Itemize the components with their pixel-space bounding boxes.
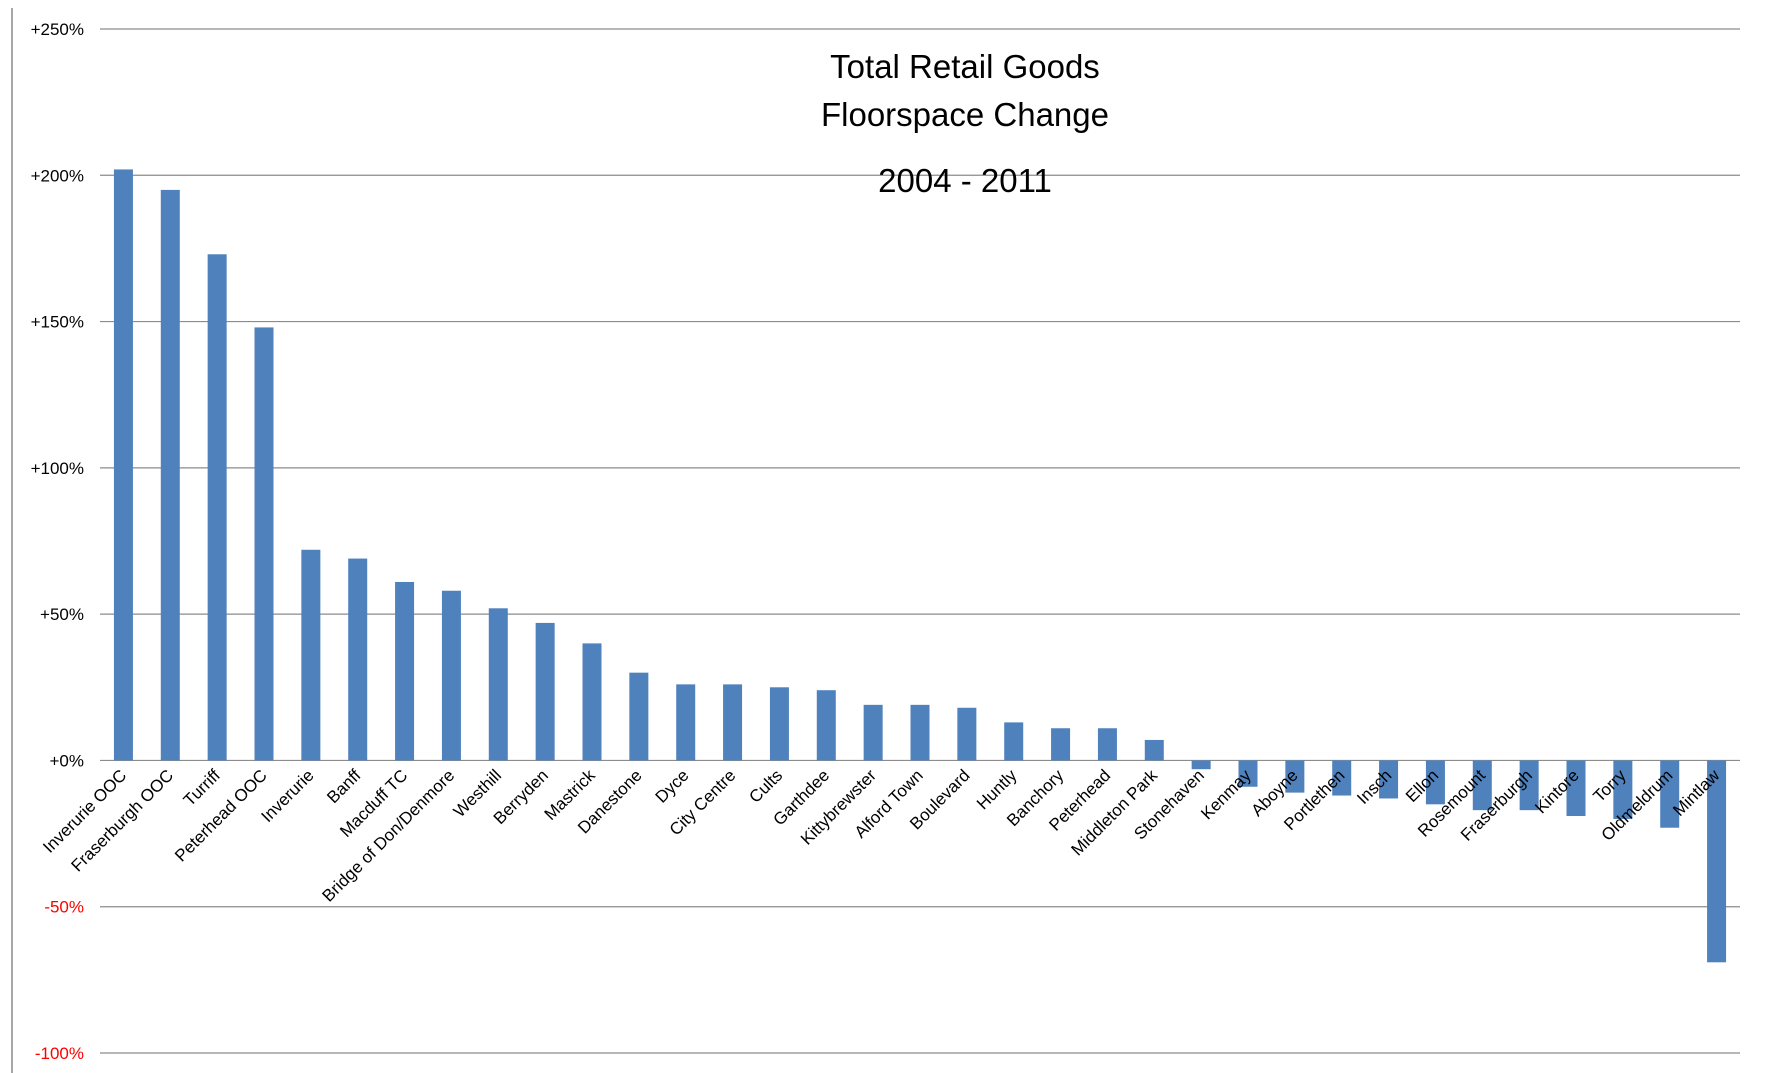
x-tick-label: Cults — [745, 766, 786, 807]
bar — [629, 672, 649, 761]
bar — [1144, 739, 1164, 761]
bar — [1660, 760, 1680, 828]
chart-subtitle: 2004 - 2011 — [878, 162, 1052, 199]
bar — [301, 549, 321, 761]
bar — [723, 684, 743, 761]
y-tick-labels: +250% +200% +150% +100% +50% +0% -50% -100% — [31, 20, 84, 1063]
x-tick-label: Inverurie OOC — [39, 766, 130, 857]
bar — [1613, 760, 1633, 819]
y-tick-label: +50% — [40, 605, 84, 624]
bar — [1332, 760, 1352, 796]
bar — [676, 684, 696, 761]
bar — [1097, 728, 1117, 761]
bar — [1004, 722, 1024, 761]
bar — [535, 622, 555, 761]
y-tick-label: -50% — [44, 898, 84, 917]
bar — [863, 704, 883, 761]
bar — [441, 590, 461, 761]
bar — [348, 558, 368, 761]
y-tick-label: +150% — [31, 313, 84, 332]
bars — [113, 169, 1727, 963]
bar — [1238, 760, 1258, 787]
x-tick-label: Dyce — [652, 766, 693, 807]
x-tick-label: Inverurie — [257, 766, 317, 826]
bar — [1566, 760, 1586, 817]
bar — [160, 189, 180, 761]
x-tick-label: Kenmay — [1197, 765, 1255, 823]
bar — [816, 690, 836, 761]
bar — [1519, 760, 1539, 811]
chart-title-line-2: Floorspace Change — [821, 96, 1109, 133]
x-tick-label: Banff — [323, 766, 364, 807]
bar — [1191, 760, 1211, 770]
bar — [769, 687, 789, 761]
x-tick-label: Turriff — [180, 766, 224, 810]
bar — [395, 581, 415, 761]
y-tick-label: +200% — [31, 166, 84, 185]
bar — [1285, 760, 1305, 793]
bar — [910, 704, 930, 761]
bar — [1379, 760, 1399, 799]
y-tick-label: +100% — [31, 459, 84, 478]
bar — [488, 608, 508, 761]
bar — [1472, 760, 1492, 811]
bar — [1425, 760, 1445, 805]
chart-title-line-1: Total Retail Goods — [830, 48, 1100, 85]
y-tick-label: -100% — [35, 1044, 84, 1063]
bar — [113, 169, 133, 761]
y-tick-label: +250% — [31, 20, 84, 39]
bar — [207, 254, 227, 761]
bar — [957, 707, 977, 761]
bar — [582, 643, 602, 761]
bar — [254, 327, 274, 761]
y-tick-label: +0% — [50, 751, 85, 770]
bar — [1707, 760, 1727, 963]
bar — [1051, 728, 1071, 761]
